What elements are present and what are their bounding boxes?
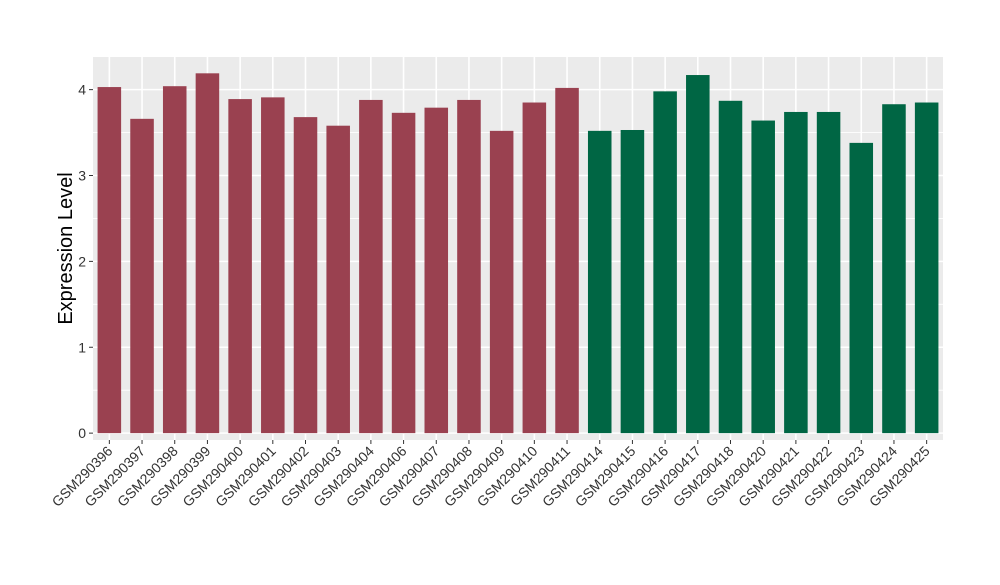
y-axis-label: Expression Level (55, 172, 77, 324)
bar-GSM290401 (261, 97, 285, 434)
plot-panel (93, 57, 943, 440)
bar-GSM290410 (522, 102, 547, 434)
y-tick-label: 2 (78, 253, 86, 269)
y-axis: 0 1 2 3 4 (78, 82, 93, 441)
bar-GSM290421 (784, 111, 808, 434)
bar-GSM290425 (914, 102, 939, 434)
bar-GSM290398 (162, 86, 187, 434)
bar-GSM290415 (620, 129, 645, 434)
bar-GSM290400 (228, 99, 252, 434)
bar-GSM290417 (686, 75, 710, 434)
y-tick-label: 3 (78, 168, 86, 184)
bar-GSM290414 (587, 130, 612, 434)
bar-GSM290402 (293, 117, 318, 434)
bar-GSM290420 (751, 120, 775, 434)
bar-GSM290406 (391, 112, 416, 434)
x-axis: GSM290396GSM290397GSM290398GSM290399GSM2… (49, 440, 933, 510)
bars (97, 73, 939, 434)
bar-GSM290403 (326, 125, 350, 434)
bar-GSM290424 (882, 104, 906, 434)
bar-GSM290411 (555, 87, 579, 434)
bar-GSM290396 (97, 87, 122, 434)
bar-GSM290404 (359, 99, 383, 434)
bar-GSM290409 (489, 130, 514, 434)
bar-GSM290397 (130, 118, 154, 434)
bar-GSM290422 (816, 111, 841, 434)
y-tick-label: 4 (78, 82, 86, 98)
y-tick-label: 0 (78, 425, 86, 441)
bar-GSM290407 (424, 107, 449, 434)
bar-GSM290418 (718, 100, 743, 434)
bar-GSM290399 (195, 73, 220, 434)
y-tick-label: 1 (78, 339, 86, 355)
bar-GSM290416 (653, 91, 677, 434)
bar-GSM290423 (849, 142, 874, 434)
bar-GSM290408 (457, 99, 481, 434)
